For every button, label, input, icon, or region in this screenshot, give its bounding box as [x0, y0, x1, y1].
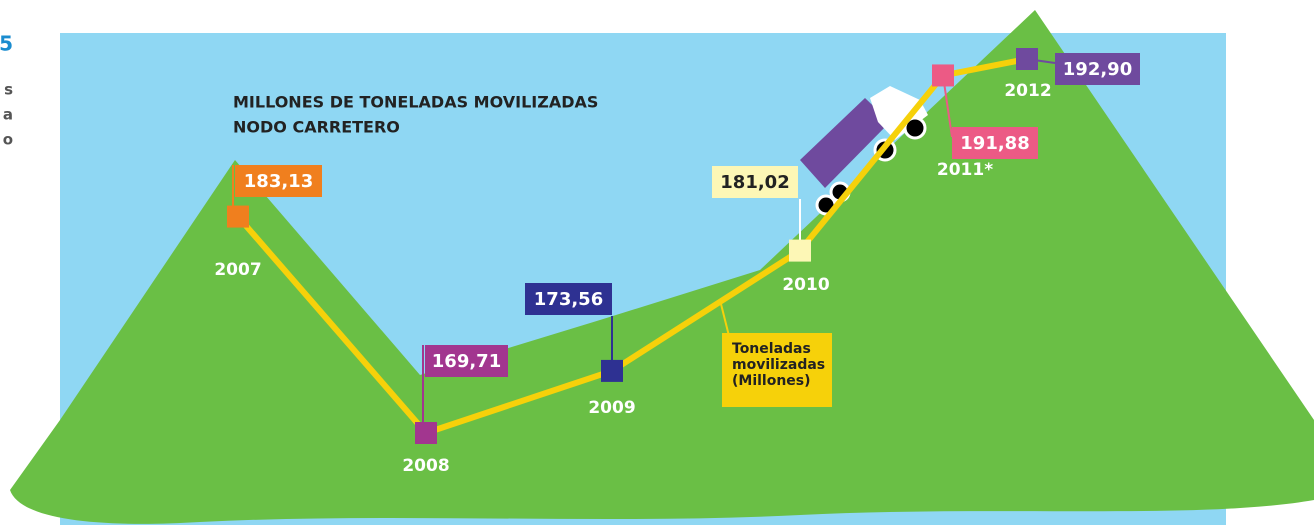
point — [1016, 48, 1038, 70]
chart: MILLONES DE TONELADAS MOVILIZADAS NODO C… — [0, 0, 1314, 530]
point — [789, 240, 811, 262]
side-fragment: o — [3, 131, 13, 149]
side-fragment: s — [4, 81, 13, 99]
side-fragment: 5 — [0, 32, 13, 56]
x-tick-label: 2008 — [402, 456, 449, 476]
value-label: 181,02 — [720, 172, 789, 193]
x-tick-label: 2010 — [782, 275, 829, 295]
side-fragment: a — [3, 106, 13, 124]
chart-title: MILLONES DE TONELADAS MOVILIZADAS — [233, 93, 598, 112]
chart-subtitle: NODO CARRETERO — [233, 118, 400, 137]
value-label: 192,90 — [1063, 59, 1132, 80]
point — [415, 422, 437, 444]
page: MILLONES DE TONELADAS MOVILIZADAS NODO C… — [0, 0, 1314, 530]
point — [227, 206, 249, 228]
x-tick-label: 2012 — [1004, 81, 1051, 101]
value-label: 191,88 — [960, 133, 1029, 154]
x-tick-label: 2009 — [588, 398, 635, 418]
x-tick-label: 2011* — [937, 160, 993, 180]
value-label: 169,71 — [432, 351, 501, 372]
legend: Toneladas movilizadas (Millones) — [722, 333, 832, 407]
point — [932, 64, 954, 86]
value-label: 183,13 — [244, 171, 313, 192]
value-label: 173,56 — [534, 289, 603, 310]
point — [601, 360, 623, 382]
x-tick-label: 2007 — [214, 260, 261, 280]
